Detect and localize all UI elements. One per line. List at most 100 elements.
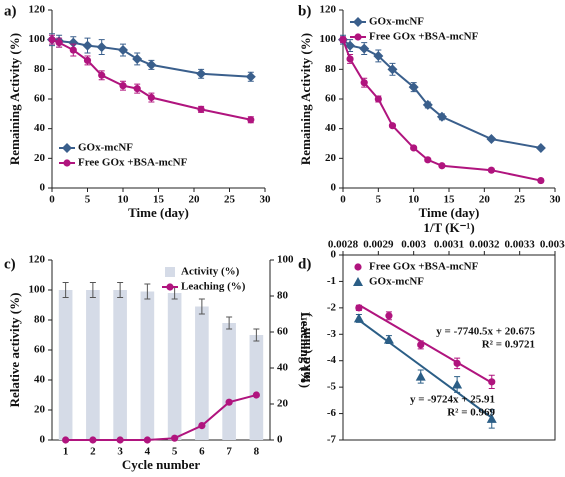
series-line [342, 39, 542, 182]
marker [82, 40, 93, 51]
marker [388, 122, 397, 130]
error-bar [253, 328, 260, 342]
bar [195, 306, 209, 440]
marker [225, 398, 233, 406]
y-tick-label: 100 [29, 284, 46, 296]
y-tick-label: 120 [320, 4, 337, 16]
marker [96, 42, 107, 53]
y2-axis-title: Leaching (%) [298, 312, 313, 388]
x-tick-label: 7 [226, 446, 232, 458]
x-tick-label: 25 [224, 194, 236, 206]
marker [373, 50, 384, 61]
y2-tick-label: 0 [277, 434, 283, 446]
marker [385, 312, 393, 320]
error-bar [62, 282, 69, 298]
legend-swatch [165, 267, 175, 277]
y2-tick-label: 60 [277, 326, 289, 338]
y-tick-label: -3 [327, 328, 337, 340]
marker [62, 143, 72, 153]
x-tick-label: 3 [117, 446, 123, 458]
marker [339, 36, 347, 44]
x-tick-label: 5 [376, 194, 382, 206]
bar [249, 335, 264, 440]
y-tick-label: 100 [320, 33, 337, 45]
y-tick-label: 60 [34, 344, 46, 356]
marker [62, 436, 70, 444]
y-tick-label: -2 [327, 301, 337, 313]
bar [222, 323, 236, 440]
y-tick-label: 80 [325, 63, 337, 75]
marker [133, 85, 141, 93]
y-tick-label: 40 [325, 122, 337, 134]
legend-label: Free GOx +BSA-mcNF [78, 157, 188, 169]
marker [487, 166, 495, 174]
marker [353, 17, 363, 27]
marker [69, 46, 77, 54]
x-tick-label: 10 [408, 194, 420, 206]
x-tick-label: 30 [260, 194, 272, 206]
x-tick-label: 0.0034 [540, 239, 565, 251]
y-tick-label: 100 [29, 33, 46, 45]
marker [422, 99, 433, 110]
marker [438, 162, 446, 170]
legend-label: Free GOx +BSA-mcNF [369, 31, 479, 43]
y2-tick-label: 100 [277, 254, 294, 266]
y-axis-title: Remaining Activity (%) [298, 33, 313, 165]
marker [252, 391, 260, 399]
marker [198, 422, 206, 430]
x-tick-label: 20 [189, 194, 201, 206]
legend-label: GOx-mcNF [369, 276, 424, 288]
marker [535, 142, 546, 153]
y-axis-title: Remaining Activity (%) [7, 33, 22, 165]
marker [132, 53, 143, 64]
marker [410, 144, 418, 152]
marker [415, 371, 426, 381]
annotation: y = -7740.5x + 20.675 [436, 326, 535, 338]
error-bar [226, 316, 233, 330]
marker [354, 263, 362, 271]
panel-label: d) [298, 256, 311, 272]
legend-label: GOx-mcNF [78, 142, 133, 154]
marker [143, 436, 151, 444]
marker [374, 95, 382, 103]
annotation: y = -9724x + 25.91 [410, 394, 495, 406]
marker [436, 111, 447, 122]
marker [147, 93, 155, 102]
marker [424, 156, 432, 164]
x-tick-label: 0.0028 [328, 239, 359, 251]
bar [167, 293, 182, 440]
marker [116, 436, 124, 444]
y-tick-label: 0 [331, 249, 337, 261]
marker [353, 277, 363, 286]
x-tick-label: 5 [85, 194, 91, 206]
series-line [342, 38, 542, 149]
x-axis-title: Time (day) [419, 205, 480, 220]
y-tick-label: -5 [327, 381, 337, 393]
panel-label: c) [4, 256, 16, 272]
marker [48, 36, 56, 44]
legend-label: Free GOx +BSA-mcNF [369, 261, 479, 273]
x-tick-label: 8 [254, 446, 260, 458]
marker [166, 283, 174, 291]
y-axis-title: Relative activity (%) [7, 293, 22, 408]
marker [353, 313, 364, 323]
error-bar [144, 283, 151, 300]
y-tick-label: 120 [29, 4, 46, 16]
marker [354, 33, 362, 41]
marker [359, 43, 370, 54]
x-axis-title: Cycle number [122, 457, 201, 472]
y-tick-label: -6 [327, 407, 337, 419]
y-tick-label: 80 [34, 63, 46, 75]
bar [140, 291, 155, 440]
x-tick-label: 0.0031 [434, 239, 464, 251]
y2-tick-label: 80 [277, 290, 289, 302]
marker [55, 39, 63, 47]
marker [63, 159, 71, 167]
x-axis-title: Time (day) [128, 205, 189, 220]
y-tick-label: 40 [34, 122, 46, 134]
y-axis-title: lnkd (min⁻¹) [298, 313, 313, 383]
y2-tick-label: 20 [277, 398, 289, 410]
legend-label: Leaching (%) [181, 281, 246, 293]
y-tick-label: 20 [34, 404, 46, 416]
error-bar [198, 298, 205, 315]
